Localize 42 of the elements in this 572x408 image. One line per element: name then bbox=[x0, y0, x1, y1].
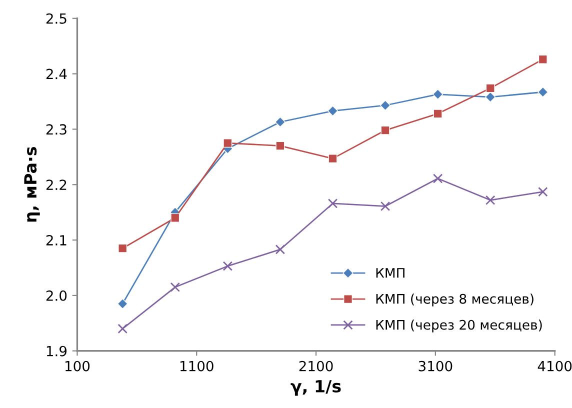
x-tick-label: 2100 bbox=[299, 360, 333, 372]
point bbox=[276, 141, 285, 150]
point bbox=[538, 54, 548, 64]
y-tick-label: 2.2 bbox=[46, 180, 66, 190]
point bbox=[432, 89, 444, 100]
point bbox=[380, 201, 390, 212]
point bbox=[118, 244, 128, 253]
point bbox=[223, 138, 232, 148]
legend-label: КМП (через 20 месяцев) bbox=[376, 320, 542, 332]
point bbox=[327, 106, 338, 116]
y-tick-label: 1.9 bbox=[46, 346, 67, 356]
y-tick-label: 2.3 bbox=[46, 124, 66, 135]
point bbox=[538, 86, 548, 98]
point bbox=[486, 195, 496, 205]
legend-label: КМП bbox=[376, 268, 404, 278]
x-axis-title: γ, 1/s bbox=[290, 380, 341, 396]
x-tick-label: 4100 bbox=[538, 360, 572, 372]
x-tick-label: 100 bbox=[65, 360, 90, 372]
point bbox=[170, 282, 180, 292]
x-tick-label: 1100 bbox=[180, 360, 214, 372]
point bbox=[485, 92, 496, 102]
legend-label: КМП (через 8 месяцев) bbox=[376, 294, 534, 306]
point bbox=[275, 244, 286, 254]
point bbox=[274, 116, 286, 128]
point bbox=[380, 100, 391, 111]
y-tick-label: 2.4 bbox=[46, 68, 67, 80]
y-tick-label: 2.1 bbox=[46, 235, 66, 246]
point bbox=[117, 298, 128, 310]
point bbox=[222, 261, 233, 271]
point bbox=[486, 84, 495, 93]
y-axis-title: η, мPa·s bbox=[24, 146, 40, 222]
point bbox=[118, 324, 128, 334]
point bbox=[328, 198, 338, 208]
point bbox=[432, 174, 443, 184]
point bbox=[170, 213, 180, 222]
y-tick-label: 2.0 bbox=[46, 290, 67, 301]
point bbox=[538, 186, 548, 197]
point bbox=[328, 154, 338, 164]
x-tick-label: 3100 bbox=[418, 360, 452, 372]
point bbox=[380, 126, 390, 135]
y-tick-label: 2.5 bbox=[46, 13, 66, 24]
point bbox=[433, 109, 442, 118]
